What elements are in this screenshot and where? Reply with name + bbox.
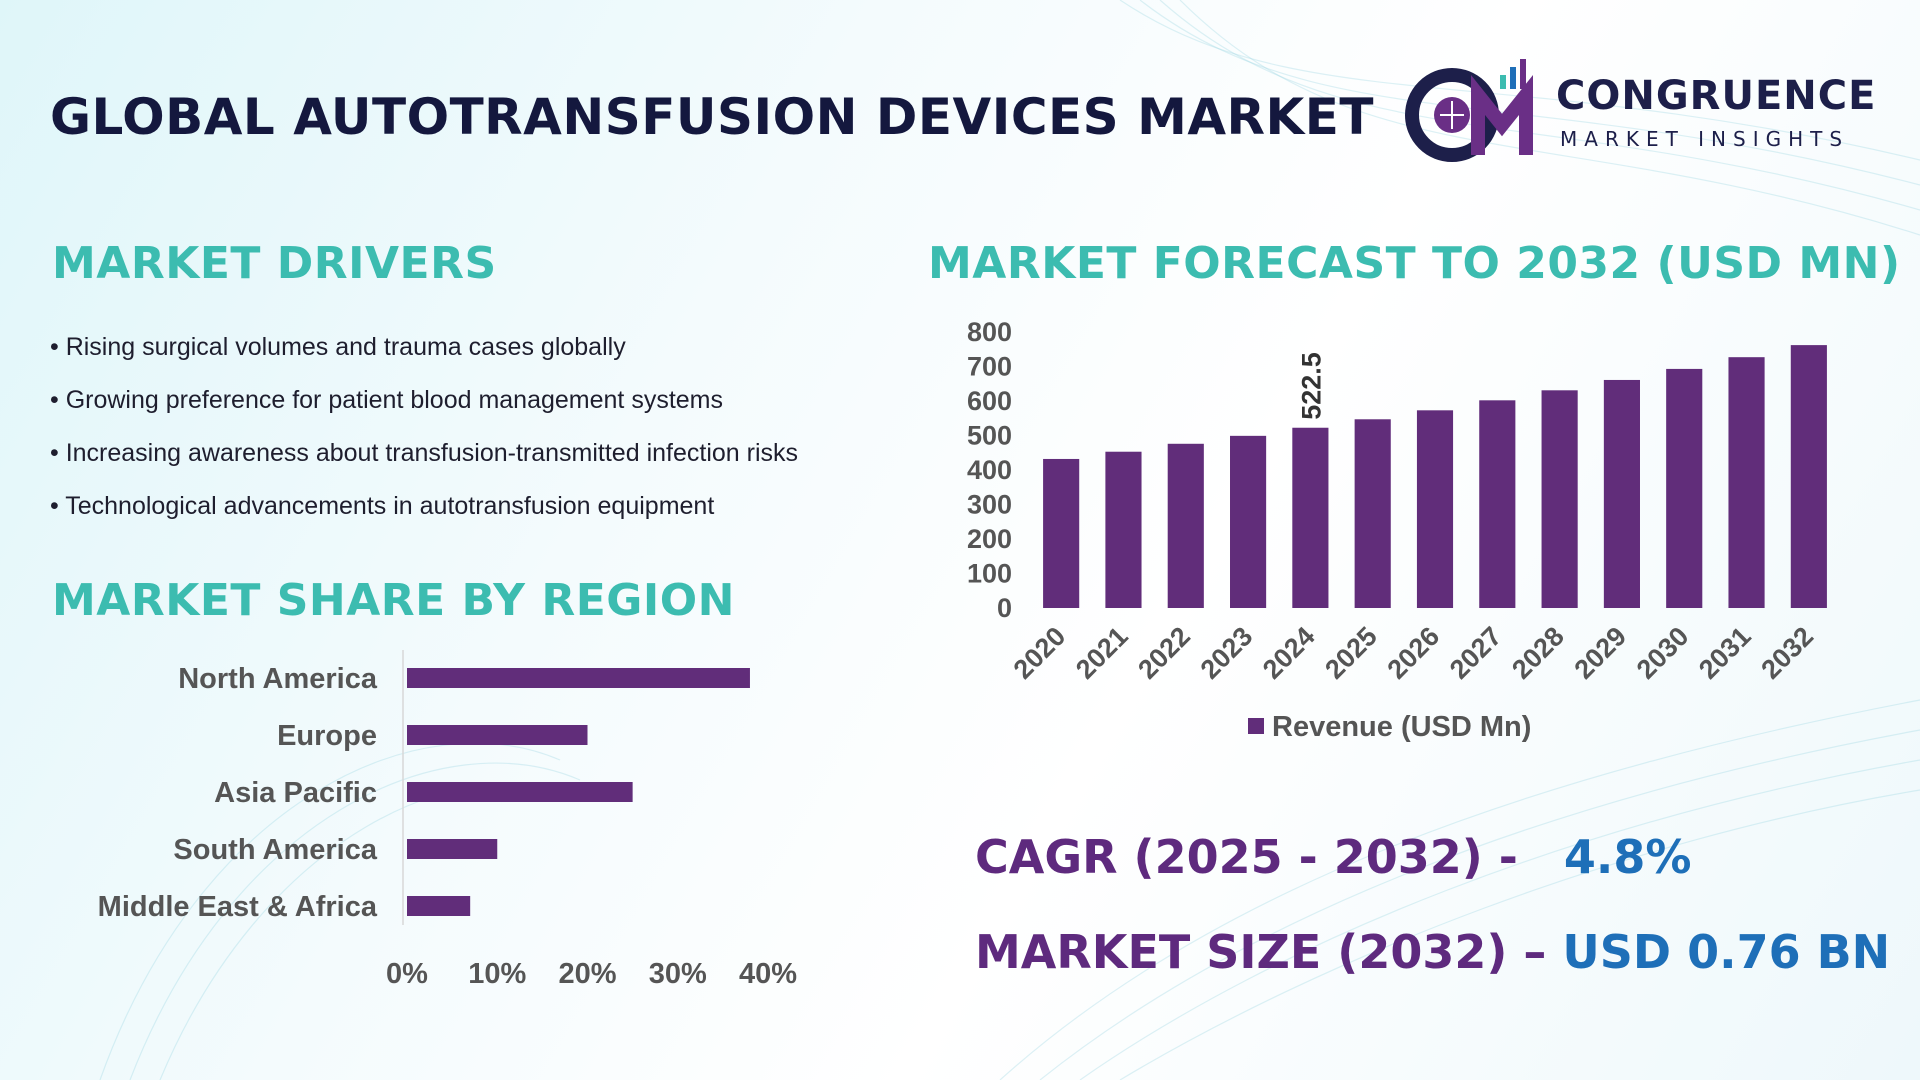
x-tick-label: 2024 bbox=[1257, 621, 1321, 685]
cagr-value: 4.8% bbox=[1563, 830, 1692, 884]
y-tick-label: 300 bbox=[967, 490, 1012, 520]
forecast-bar bbox=[1416, 410, 1454, 608]
x-tick-label: 2025 bbox=[1319, 621, 1383, 685]
forecast-bar-chart: 0100200300400500600700800202020212022202… bbox=[967, 317, 1827, 743]
driver-item: Technological advancements in autotransf… bbox=[50, 489, 798, 542]
cagr-label: CAGR (2025 - 2032) - bbox=[975, 830, 1518, 884]
y-tick-label: 700 bbox=[967, 352, 1012, 382]
x-tick-label: 2029 bbox=[1568, 621, 1632, 685]
x-tick-label: 0% bbox=[386, 958, 428, 990]
region-share-bar-chart: North America Europe Asia Pacific South Ame… bbox=[98, 650, 797, 990]
x-tick-label: 2030 bbox=[1631, 621, 1695, 685]
cagr-stat: CAGR (2025 - 2032) - 4.8% bbox=[975, 830, 1691, 884]
x-tick-label: 2021 bbox=[1070, 621, 1134, 685]
x-tick-label: 2028 bbox=[1506, 621, 1570, 685]
x-tick-label: 2027 bbox=[1444, 621, 1508, 685]
region-label: Middle East & Africa bbox=[98, 891, 378, 923]
logo-wordmark: CONGRUENCE bbox=[1556, 73, 1877, 119]
region-heading: MARKET SHARE BY REGION bbox=[52, 575, 735, 626]
legend-swatch bbox=[1248, 718, 1264, 734]
x-tick-label: 2020 bbox=[1008, 621, 1072, 685]
drivers-list: Rising surgical volumes and trauma cases… bbox=[50, 330, 798, 542]
forecast-bar bbox=[1790, 345, 1827, 608]
x-tick-label: 40% bbox=[739, 958, 797, 990]
drivers-heading: MARKET DRIVERS bbox=[52, 238, 497, 289]
y-tick-label: 200 bbox=[967, 524, 1012, 554]
y-tick-label: 100 bbox=[967, 559, 1012, 589]
region-bar bbox=[407, 896, 471, 916]
x-tick-label: 2026 bbox=[1382, 621, 1446, 685]
forecast-bar bbox=[1043, 458, 1080, 608]
forecast-heading: MARKET FORECAST TO 2032 (USD MN) bbox=[928, 238, 1901, 289]
logo-mark-icon bbox=[1405, 59, 1533, 162]
forecast-bar bbox=[1354, 419, 1391, 608]
forecast-bar bbox=[1666, 368, 1703, 608]
forecast-bar bbox=[1728, 357, 1765, 608]
region-label: Europe bbox=[277, 720, 377, 752]
x-tick-label: 30% bbox=[649, 958, 707, 990]
forecast-bar bbox=[1292, 427, 1329, 608]
market-size-stat: MARKET SIZE (2032) – USD 0.76 BN bbox=[975, 925, 1890, 979]
y-tick-label: 800 bbox=[967, 317, 1012, 347]
market-size-label: MARKET SIZE (2032) – bbox=[975, 925, 1547, 979]
driver-item: Growing preference for patient blood man… bbox=[50, 383, 798, 436]
forecast-bar bbox=[1105, 451, 1142, 608]
y-tick-label: 0 bbox=[997, 593, 1012, 623]
y-tick-label: 600 bbox=[967, 386, 1012, 416]
logo-tagline: MARKET INSIGHTS bbox=[1560, 127, 1850, 151]
x-tick-label: 20% bbox=[558, 958, 616, 990]
region-bar bbox=[407, 782, 633, 802]
forecast-bar bbox=[1541, 390, 1578, 608]
region-label: North America bbox=[178, 663, 378, 695]
y-tick-label: 400 bbox=[967, 455, 1012, 485]
x-tick-label: 10% bbox=[468, 958, 526, 990]
region-bar bbox=[407, 668, 750, 688]
driver-item: Rising surgical volumes and trauma cases… bbox=[50, 330, 798, 383]
company-logo: CONGRUENCE MARKET INSIGHTS bbox=[1400, 55, 1880, 165]
x-tick-label: 2032 bbox=[1755, 621, 1819, 685]
page-title: GLOBAL AUTOTRANSFUSION DEVICES MARKET bbox=[50, 88, 1375, 146]
region-bar bbox=[407, 839, 498, 859]
driver-item: Increasing awareness about transfusion-t… bbox=[50, 436, 798, 489]
data-label: 522.5 bbox=[1296, 352, 1326, 420]
legend-label: Revenue (USD Mn) bbox=[1272, 711, 1531, 743]
forecast-bar bbox=[1479, 400, 1516, 608]
x-tick-label: 2023 bbox=[1195, 621, 1259, 685]
region-bar bbox=[407, 725, 588, 745]
region-label: South America bbox=[173, 834, 377, 866]
y-tick-label: 500 bbox=[967, 421, 1012, 451]
x-tick-label: 2031 bbox=[1693, 621, 1757, 685]
market-size-value: USD 0.76 BN bbox=[1562, 925, 1891, 979]
region-label: Asia Pacific bbox=[214, 777, 377, 809]
x-tick-label: 2022 bbox=[1132, 621, 1196, 685]
forecast-bar bbox=[1167, 443, 1204, 608]
forecast-bar bbox=[1230, 435, 1267, 608]
forecast-bar bbox=[1603, 379, 1640, 608]
